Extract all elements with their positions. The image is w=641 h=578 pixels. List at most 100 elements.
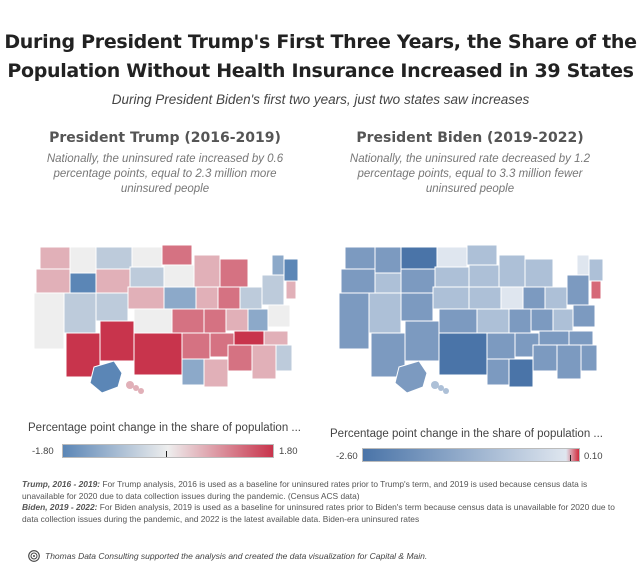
trump-state-shape[interactable] (233, 330, 265, 346)
biden-state-shape[interactable] (432, 286, 470, 310)
trump-state-shape[interactable] (95, 246, 133, 270)
biden-state-shape[interactable] (436, 246, 468, 268)
biden-state-shape[interactable] (552, 308, 574, 332)
tdc-logo-icon (28, 550, 40, 562)
trump-state-shape[interactable] (133, 332, 183, 376)
trump-state-alaska[interactable] (89, 360, 123, 394)
biden-panel-heading: President Biden (2019-2022) (356, 130, 584, 146)
biden-state-shape[interactable] (404, 320, 440, 362)
trump-state-shape[interactable] (161, 244, 193, 266)
biden-state-shape[interactable] (400, 292, 434, 322)
biden-state-shape[interactable] (572, 304, 596, 328)
biden-legend-title: Percentage point change in the share of … (330, 428, 604, 440)
trump-state-shape[interactable] (181, 332, 211, 360)
trump-state-shape[interactable] (219, 258, 249, 288)
biden-state-shape[interactable] (434, 266, 470, 288)
biden-state-shape[interactable] (522, 286, 546, 310)
trump-state-shape[interactable] (129, 266, 165, 288)
trump-state-shape[interactable] (35, 268, 71, 294)
biden-state-shape[interactable] (468, 264, 500, 288)
trump-state-shape[interactable] (271, 254, 285, 276)
trump-state-shape[interactable] (69, 246, 97, 274)
biden-state-hawaii[interactable] (431, 381, 439, 389)
biden-state-shape[interactable] (590, 280, 602, 300)
trump-state-shape[interactable] (33, 292, 65, 350)
title-line-1: During President Trump's First Three Yea… (4, 31, 637, 53)
biden-state-shape[interactable] (538, 330, 570, 346)
title-line-2: Population Without Health Insurance Incr… (7, 60, 634, 82)
trump-state-shape[interactable] (251, 344, 277, 380)
biden-state-shape[interactable] (400, 246, 438, 270)
biden-state-shape[interactable] (468, 286, 502, 310)
biden-state-shape[interactable] (338, 292, 370, 350)
biden-state-shape[interactable] (438, 332, 488, 376)
trump-state-shape[interactable] (195, 286, 219, 310)
trump-state-shape[interactable] (193, 254, 221, 288)
trump-state-shape[interactable] (239, 286, 263, 310)
biden-state-shape[interactable] (508, 358, 534, 388)
trump-state-shape[interactable] (203, 308, 227, 334)
biden-state-shape[interactable] (486, 358, 510, 386)
trump-choropleth-map[interactable] (30, 235, 300, 395)
trump-state-shape[interactable] (133, 308, 173, 334)
trump-state-shape[interactable] (267, 304, 291, 328)
biden-state-shape[interactable] (524, 258, 554, 288)
trump-state-hawaii[interactable] (138, 388, 144, 394)
biden-state-shape[interactable] (340, 268, 376, 294)
trump-state-shape[interactable] (131, 246, 163, 268)
biden-state-shape[interactable] (576, 254, 590, 276)
trump-state-shape[interactable] (95, 268, 131, 294)
trump-legend-zero-tick (166, 451, 167, 457)
biden-state-shape[interactable] (476, 308, 510, 334)
trump-state-shape[interactable] (39, 246, 71, 270)
biden-state-shape[interactable] (568, 330, 594, 346)
trump-note-label: Trump, 2016 - 2019: (22, 479, 101, 489)
trump-state-shape[interactable] (163, 264, 195, 288)
biden-legend-zero-tick (570, 455, 571, 461)
biden-state-shape[interactable] (530, 308, 556, 332)
main-title: During President Trump's First Three Yea… (0, 28, 641, 86)
biden-state-hawaii[interactable] (438, 385, 444, 391)
biden-state-alaska[interactable] (394, 360, 428, 394)
biden-state-shape[interactable] (368, 292, 402, 334)
trump-state-shape[interactable] (217, 286, 241, 310)
trump-state-shape[interactable] (283, 258, 299, 282)
trump-state-shape[interactable] (163, 286, 197, 310)
biden-state-shape[interactable] (588, 258, 604, 282)
biden-choropleth-map[interactable] (335, 235, 605, 395)
trump-state-shape[interactable] (95, 292, 129, 322)
trump-state-shape[interactable] (285, 280, 297, 300)
trump-state-shape[interactable] (247, 308, 269, 332)
biden-state-shape[interactable] (466, 244, 498, 266)
biden-legend-gradient[interactable] (362, 448, 580, 462)
trump-state-shape[interactable] (275, 344, 293, 372)
trump-state-shape[interactable] (203, 358, 229, 388)
trump-state-shape[interactable] (263, 330, 289, 346)
trump-state-hawaii[interactable] (133, 385, 139, 391)
biden-state-hawaii[interactable] (443, 388, 449, 394)
biden-state-shape[interactable] (580, 344, 598, 372)
biden-state-shape[interactable] (438, 308, 478, 334)
biden-state-shape[interactable] (498, 254, 526, 288)
trump-state-shape[interactable] (261, 274, 285, 306)
biden-state-shape[interactable] (486, 332, 516, 360)
biden-state-shape[interactable] (508, 308, 532, 334)
trump-legend-gradient[interactable] (62, 444, 274, 458)
biden-state-shape[interactable] (544, 286, 568, 310)
biden-state-shape[interactable] (374, 246, 402, 274)
biden-state-shape[interactable] (500, 286, 524, 310)
trump-state-shape[interactable] (99, 320, 135, 362)
trump-state-shape[interactable] (225, 308, 251, 332)
biden-state-shape[interactable] (566, 274, 590, 306)
biden-state-shape[interactable] (556, 344, 582, 380)
trump-state-shape[interactable] (127, 286, 165, 310)
biden-state-shape[interactable] (532, 344, 558, 372)
trump-state-shape[interactable] (171, 308, 205, 334)
biden-state-shape[interactable] (400, 268, 436, 294)
trump-state-shape[interactable] (227, 344, 253, 372)
trump-state-shape[interactable] (181, 358, 205, 386)
trump-state-hawaii[interactable] (126, 381, 134, 389)
biden-state-shape[interactable] (344, 246, 376, 270)
trump-legend-max: 1.80 (279, 446, 298, 457)
trump-state-shape[interactable] (63, 292, 97, 334)
